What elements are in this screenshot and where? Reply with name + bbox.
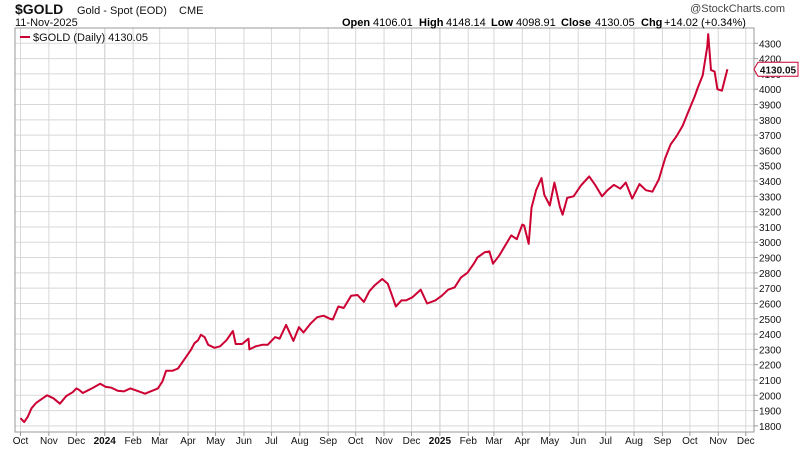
low-value: 4098.91	[516, 17, 556, 29]
y-tick-label: 2800	[759, 269, 782, 280]
x-tick-label: Aug	[291, 436, 309, 447]
y-tick-label: 2300	[759, 345, 782, 356]
y-tick-label: 3700	[759, 131, 782, 142]
x-tick-label: Jul	[599, 436, 612, 447]
low-label: Low	[491, 17, 513, 29]
y-tick-label: 3600	[759, 146, 782, 157]
x-tick-label: Jun	[570, 436, 586, 447]
price-line	[19, 33, 729, 424]
y-tick-label: 1900	[759, 407, 782, 418]
y-tick-label: 3100	[759, 223, 782, 234]
x-tick-label: Mar	[485, 436, 503, 447]
change-label: Chg	[641, 17, 662, 29]
high-label: High	[419, 17, 444, 29]
exchange-label: CME	[179, 5, 203, 17]
legend: $GOLD (Daily) 4130.05	[20, 32, 148, 44]
x-tick-label: Oct	[682, 436, 698, 447]
change-value: +14.02 (+0.34%)	[664, 17, 746, 29]
last-value-marker-group: 4130.05	[753, 61, 799, 77]
x-tick-label: Sep	[654, 436, 672, 447]
legend-label: $GOLD (Daily) 4130.05	[33, 32, 148, 44]
y-tick-label: 3500	[759, 162, 782, 173]
x-tick-label: Dec	[737, 436, 755, 447]
x-tick-label: Oct	[13, 436, 29, 447]
y-tick-label: 3200	[759, 208, 782, 219]
y-tick-label: 3300	[759, 192, 782, 203]
x-tick-label: Apr	[180, 436, 196, 447]
last-value-label: 4130.05	[760, 65, 797, 76]
y-tick-label: 4200	[759, 55, 782, 66]
x-tick-label: Feb	[125, 436, 143, 447]
x-tick-label: Nov	[375, 436, 393, 447]
y-tick-label: 4000	[759, 85, 782, 96]
symbol-description: Gold - Spot (EOD)	[77, 5, 167, 17]
x-tick-label: Dec	[67, 436, 85, 447]
x-tick-label: May	[206, 436, 225, 447]
axes: 1800 1900 2000 2100 2200 2300 2400 2500 2600 2700…	[13, 39, 782, 447]
x-tick-label: May	[540, 436, 559, 447]
x-tick-label: Jun	[236, 436, 252, 447]
y-tick-label: 2900	[759, 254, 782, 265]
y-tick-label: 4300	[759, 39, 782, 50]
y-tick-label: 2400	[759, 330, 782, 341]
y-tick-label: 2000	[759, 391, 782, 402]
x-tick-label: 2025	[429, 436, 452, 447]
x-tick-label: Apr	[515, 436, 531, 447]
ohlc-bar: Open 4106.01 High 4148.14 Low 4098.91 Cl…	[342, 17, 746, 29]
x-tick-label: Jul	[265, 436, 278, 447]
x-tick-label: Oct	[348, 436, 364, 447]
high-value: 4148.14	[446, 17, 486, 29]
series	[19, 33, 729, 424]
open-value: 4106.01	[373, 17, 413, 29]
date-label: 11-Nov-2025	[15, 17, 78, 29]
y-tick-label: 2700	[759, 284, 782, 295]
grid	[15, 28, 754, 432]
y-tick-label: 2500	[759, 315, 782, 326]
y-tick-label: 3900	[759, 101, 782, 112]
x-tick-label: Nov	[40, 436, 58, 447]
x-tick-label: Nov	[709, 436, 727, 447]
x-tick-label: Feb	[460, 436, 478, 447]
open-label: Open	[342, 17, 370, 29]
close-value: 4130.05	[595, 17, 635, 29]
y-tick-label: 2200	[759, 361, 782, 372]
y-tick-label: 2600	[759, 299, 782, 310]
y-tick-label: 3800	[759, 116, 782, 127]
x-tick-label: Mar	[151, 436, 169, 447]
x-tick-label: Dec	[403, 436, 421, 447]
y-tick-label: 3000	[759, 238, 782, 249]
x-tick-label: 2024	[94, 436, 117, 447]
last-value-marker	[753, 61, 799, 77]
symbol-title: $GOLD	[15, 1, 63, 17]
y-tick-label: 2100	[759, 376, 782, 387]
watermark: @StockCharts.com	[690, 3, 785, 15]
y-tick-label: 1800	[759, 422, 782, 433]
x-tick-label: Aug	[625, 436, 643, 447]
close-label: Close	[561, 17, 591, 29]
x-tick-label: Sep	[319, 436, 337, 447]
y-tick-label: 3400	[759, 177, 782, 188]
